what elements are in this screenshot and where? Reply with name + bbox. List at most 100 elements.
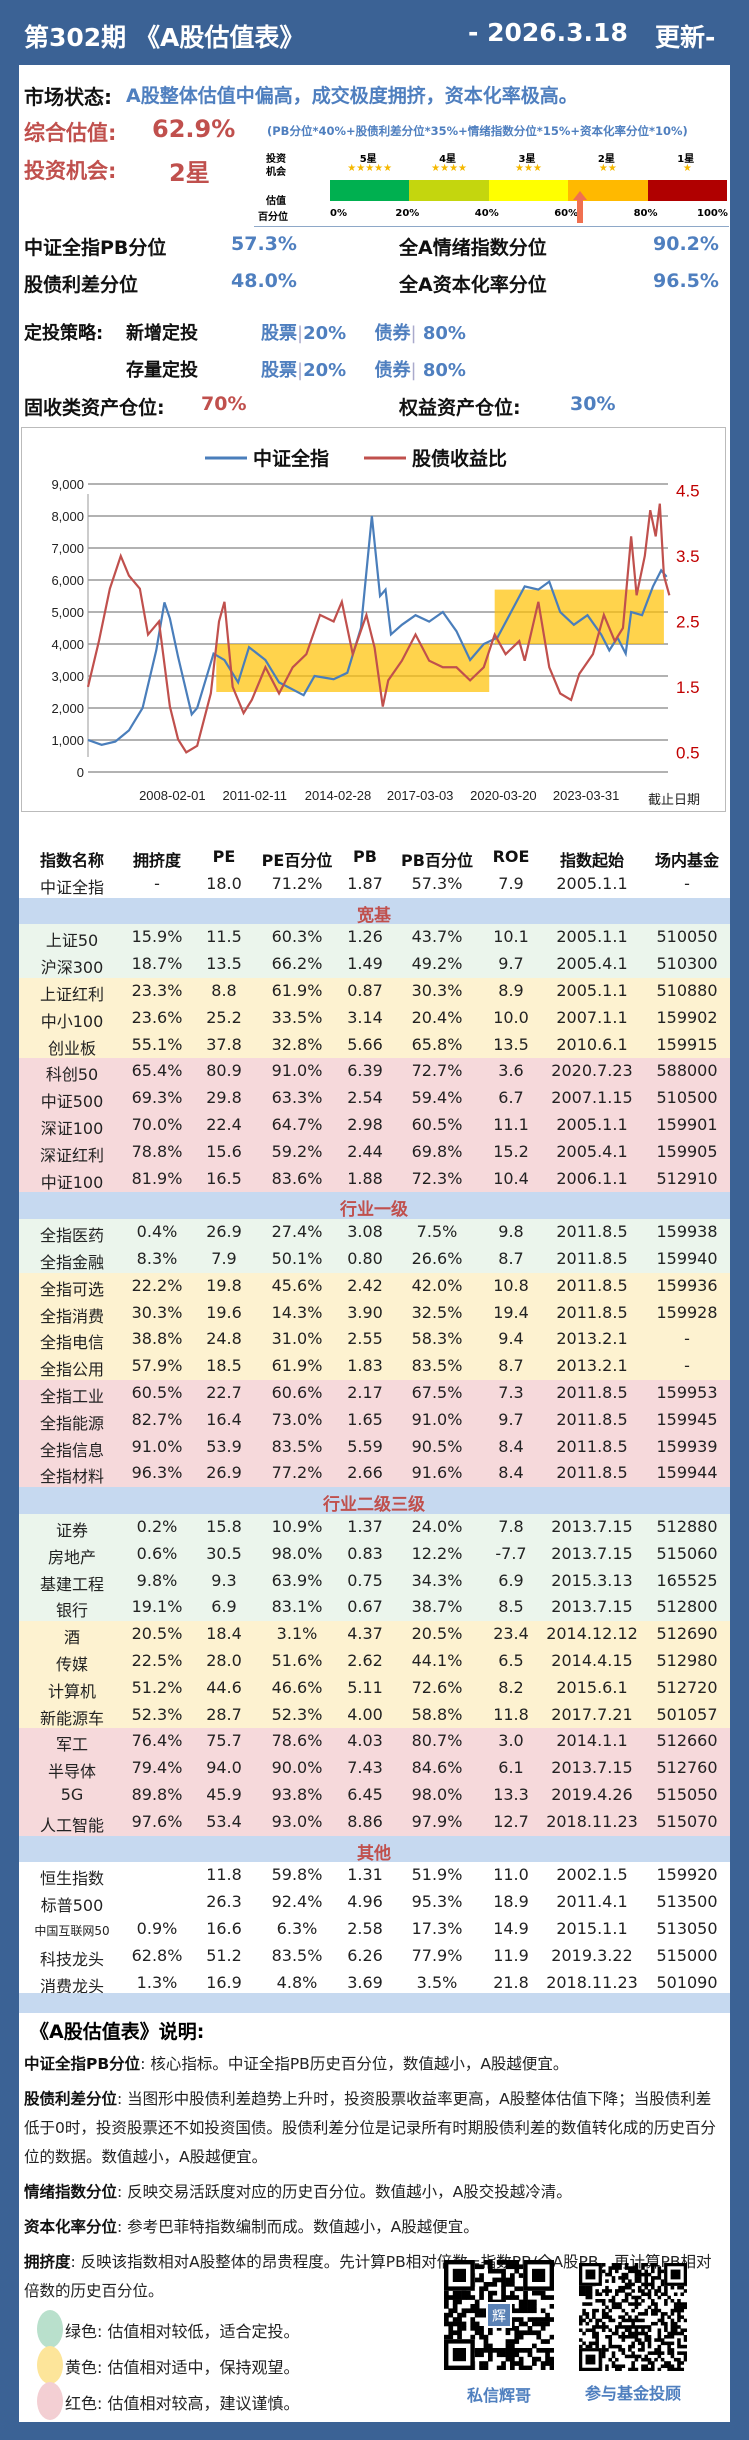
table-row[interactable]: 新能源车 52.3% 28.7 52.3% 4.00 58.8% 11.8 2017.7.21…	[19, 1701, 730, 1729]
cell-crowding: 0.6%	[136, 1543, 178, 1563]
bond-label: 债券	[374, 323, 411, 344]
cell-start: 2011.8.5	[556, 1302, 628, 1322]
table-row[interactable]: 全指工业 60.5% 22.7 60.6% 2.17 67.5% 7.3 2011.8.5 15…	[19, 1380, 730, 1407]
table-row[interactable]: 全指可选 22.2% 19.8 45.6% 2.42 42.0% 10.8 2011.8.5 1…	[19, 1272, 730, 1300]
table-row[interactable]: 沪深300 18.7% 13.5 66.2% 1.49 49.2% 9.7 2005.4.1 5…	[19, 951, 730, 978]
table-row[interactable]: 全指材料 96.3% 26.9 77.2% 2.66 91.6% 8.4 2011.8.5 15…	[19, 1460, 730, 1488]
table-row[interactable]: 证券 0.2% 15.8 10.9% 1.37 24.0% 7.8 2013.7.15 5128…	[19, 1514, 730, 1541]
cell-roe: 7.8	[498, 1517, 524, 1536]
table-row[interactable]: 5G 89.8% 45.9 93.8% 6.45 98.0% 13.3 2019.4.26 51…	[19, 1782, 730, 1809]
cell-pb: 1.87	[347, 873, 383, 893]
table-row[interactable]: 中证全指 - 18.0 71.2% 1.87 57.3% 7.9 2005.1.1 -	[19, 870, 730, 898]
opportunity-label: 投资机会:	[24, 159, 117, 183]
table-row[interactable]: 房地产 0.6% 30.5 98.0% 0.83 12.2% -7.7 2013.7.15 51…	[19, 1540, 730, 1568]
cell-pe: 19.6	[206, 1302, 242, 1322]
table-row[interactable]: 恒生指数 11.8 59.8% 1.31 51.9% 11.0 2002.1.5 159920	[19, 1862, 730, 1890]
cell-pe: 9.3	[211, 1570, 237, 1590]
cell-pe: 16.4	[206, 1409, 242, 1429]
scale-tick: 60%	[554, 208, 579, 219]
table-row[interactable]: 科技龙头 62.8% 51.2 83.5% 6.26 77.9% 11.9 2019.3.22…	[19, 1942, 730, 1970]
cell-pb: 0.87	[347, 981, 383, 1000]
qr-codes: 辉私信辉哥 参与基金投顾	[424, 2260, 724, 2405]
table-row[interactable]: 全指电信 38.8% 24.8 31.0% 2.55 58.3% 9.4 2013.2.1 -	[19, 1326, 730, 1354]
cell-roe: 19.4	[493, 1302, 529, 1322]
cell-pe: 16.5	[206, 1168, 242, 1188]
table-row[interactable]: 深证红利 78.8% 15.6 59.2% 2.44 69.8% 15.2 2005.4.1 1…	[19, 1138, 730, 1166]
table-row[interactable]: 全指信息 91.0% 53.9 83.5% 5.59 90.5% 8.4 2011.8.5 15…	[19, 1433, 730, 1461]
table-row[interactable]: 消费龙头 1.3% 16.9 4.8% 3.69 3.5% 21.8 2018.11.23 50…	[19, 1969, 730, 1997]
table-row[interactable]: 深证100 70.0% 22.4 64.7% 2.98 60.5% 11.1 2005.1.1…	[19, 1112, 730, 1139]
cell-pb-pct: 12.2%	[411, 1543, 463, 1563]
cell-start: 2007.1.15	[551, 1088, 633, 1108]
table-row[interactable]: 银行 19.1% 6.9 83.1% 0.67 38.7% 8.5 2013.7.15 5128…	[19, 1594, 730, 1622]
table-row[interactable]: 中国互联网50 0.9% 16.6 6.3% 2.58 17.3% 14.9 2015.1.1…	[19, 1916, 730, 1943]
cell-fund: 159940	[656, 1249, 718, 1268]
cell-roe: 18.9	[493, 1892, 529, 1912]
column-header: 拥挤度	[132, 851, 182, 870]
table-row[interactable]: 传媒 22.5% 28.0 51.6% 2.62 44.1% 6.5 2014.4.15 512…	[19, 1648, 730, 1675]
cell-fund: 501057	[656, 1704, 718, 1724]
note-term: 中证全指PB分位	[24, 2055, 141, 2073]
cell-pe: 22.7	[206, 1383, 242, 1402]
cell-pb-pct: 77.9%	[411, 1945, 463, 1965]
table-row[interactable]: 创业板 55.1% 37.8 32.8% 5.66 65.8% 13.5 2010.6.1 15…	[19, 1031, 730, 1059]
cell-pb: 6.26	[347, 1945, 383, 1965]
table-row[interactable]: 标普500 26.3 92.4% 4.96 95.3% 18.9 2011.4.1 51350…	[19, 1889, 730, 1916]
table-row[interactable]: 全指金融 8.3% 7.9 50.1% 0.80 26.6% 8.7 2011.8.5 1599…	[19, 1246, 730, 1273]
cell-crowding: 96.3%	[131, 1463, 183, 1483]
cell-pe: 51.2	[206, 1945, 242, 1965]
section-title: 行业二级三级	[323, 1495, 425, 1516]
opportunity-value: 2星	[169, 159, 210, 187]
table-row[interactable]: 全指能源 82.7% 16.4 73.0% 1.65 91.0% 9.7 2011.8.5 15…	[19, 1406, 730, 1434]
cell-roe: 10.8	[493, 1275, 529, 1295]
table-row[interactable]: 军工 76.4% 75.7 78.6% 4.03 80.7% 3.0 2014.1.1 5126…	[19, 1728, 730, 1756]
table-row[interactable]: 全指医药 0.4% 26.9 27.4% 3.08 7.5% 9.8 2011.8.5 1599…	[19, 1219, 730, 1246]
table-row[interactable]: 上证红利 23.3% 8.8 61.9% 0.87 30.3% 8.9 2005.1.1 510…	[19, 978, 730, 1005]
cell-start: 2017.7.21	[551, 1704, 633, 1724]
cell-pb-pct: 3.5%	[416, 1972, 458, 1992]
cell-pb: 1.26	[347, 927, 383, 947]
cell-pb-pct: 67.5%	[411, 1383, 463, 1402]
qr-code-icon[interactable]	[578, 2262, 688, 2372]
table-row[interactable]: 中证500 69.3% 29.8 63.3% 2.54 59.4% 6.7 2007.1.15…	[19, 1085, 730, 1112]
stock-value: 20%	[303, 360, 347, 381]
cell-start: 2011.4.1	[556, 1892, 628, 1912]
cell-pb-pct: 80.7%	[411, 1731, 463, 1751]
column-header: 指数名称	[39, 851, 105, 870]
cell-roe: 8.7	[498, 1356, 524, 1376]
cell-pe-pct: 45.6%	[271, 1275, 323, 1295]
cell-start: 2018.11.23	[546, 1811, 638, 1831]
table-row[interactable]: 中证100 81.9% 16.5 83.6% 1.88 72.3% 10.4 2006.1.1…	[19, 1165, 730, 1193]
cell-pe-pct: 27.4%	[271, 1222, 323, 1242]
table-row[interactable]: 全指公用 57.9% 18.5 61.9% 1.83 83.5% 8.7 2013.2.1 -	[19, 1353, 730, 1380]
cell-pb-pct: 49.2%	[411, 954, 463, 974]
cell-name: 全指工业	[39, 1387, 105, 1406]
cell-pb: 3.08	[347, 1222, 383, 1242]
table-row[interactable]: 计算机 51.2% 44.6 46.6% 5.11 72.6% 8.2 2015.6.1 512…	[19, 1674, 730, 1702]
note-term: 情绪指数分位	[24, 2183, 118, 2201]
qr-caption: 私信辉哥	[466, 2386, 532, 2405]
cell-roe: 23.4	[493, 1624, 529, 1644]
cell-name: 沪深300	[40, 958, 104, 978]
qr-code-icon[interactable]: 辉	[444, 2260, 555, 2371]
cell-name: 科技龙头	[39, 1949, 105, 1969]
table-row[interactable]: 人工智能 97.6% 53.4 93.0% 8.86 97.9% 12.7 2018.11.2…	[19, 1808, 730, 1836]
table-row[interactable]: 中小100 23.6% 25.2 33.5% 3.14 20.4% 10.0 2007.1.1…	[19, 1004, 730, 1032]
cell-pb-pct: 98.0%	[411, 1785, 463, 1804]
cell-start: 2005.1.1	[556, 927, 628, 947]
table-row[interactable]: 科创50 65.4% 80.9 91.0% 6.39 72.7% 3.6 2020.7.23 5…	[19, 1058, 730, 1086]
cell-pb: 8.86	[347, 1811, 383, 1831]
cell-roe: 8.5	[498, 1597, 524, 1617]
table-row[interactable]: 全指消费 30.3% 19.6 14.3% 3.90 32.5% 19.4 2011.8.5 1…	[19, 1299, 730, 1327]
cell-pb-pct: 24.0%	[411, 1517, 463, 1536]
cell-pb-pct: 34.3%	[411, 1570, 463, 1590]
cell-pb: 0.75	[347, 1570, 383, 1590]
table-row[interactable]: 上证50 15.9% 11.5 60.3% 1.26 43.7% 10.1 2005.1.1 5…	[19, 924, 730, 952]
note-text: : 反映交易活跃度对应的历史百分位。数值越小，A股交投越冷清。	[117, 2183, 572, 2201]
table-row[interactable]: 酒 20.5% 18.4 3.1% 4.37 20.5% 23.4 2014.12.12 512…	[19, 1621, 730, 1648]
valuation-marker-arrow-icon	[572, 191, 587, 223]
table-row[interactable]: 半导体 79.4% 94.0 90.0% 7.43 84.6% 6.1 2013.7.15 51…	[19, 1755, 730, 1782]
column-header: 场内基金	[654, 851, 720, 870]
cell-pe-pct: 6.3%	[276, 1919, 318, 1938]
table-row[interactable]: 基建工程 9.8% 9.3 63.9% 0.75 34.3% 6.9 2015.3.13 165…	[19, 1567, 730, 1595]
